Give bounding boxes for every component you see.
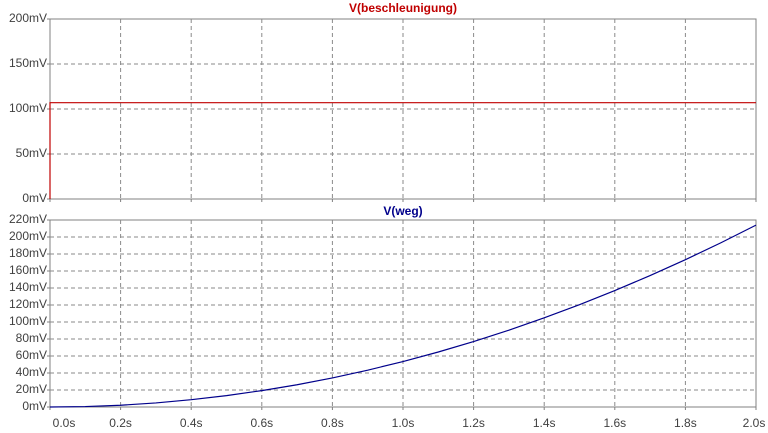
x-tick-label: 1.2s [462, 416, 485, 430]
y-tick-label: 40mV [16, 365, 47, 379]
series-line [49, 102, 756, 199]
y-tick-label: 160mV [9, 263, 47, 277]
x-tick-label: 1.6s [603, 416, 626, 430]
x-tick-label: 0.2s [109, 416, 132, 430]
y-tick-label: 0mV [22, 191, 47, 205]
y-tick-label: 20mV [16, 382, 47, 396]
y-tick-label: 150mV [9, 56, 47, 70]
y-tick-label: 140mV [9, 280, 47, 294]
y-tick-label: 200mV [9, 11, 47, 25]
y-tick-label: 200mV [9, 229, 47, 243]
x-tick-label: 1.8s [674, 416, 697, 430]
y-tick-label: 80mV [16, 331, 47, 345]
y-tick-label: 180mV [9, 246, 47, 260]
x-tick-label: 2.0s [743, 416, 766, 430]
y-tick-label: 0mV [22, 399, 47, 413]
y-tick-label: 220mV [9, 212, 47, 226]
y-tick-label: 100mV [9, 101, 47, 115]
x-tick-label: 0.6s [250, 416, 273, 430]
y-tick-label: 100mV [9, 314, 47, 328]
x-tick-label: 1.0s [392, 416, 415, 430]
x-tick-label: 0.8s [321, 416, 344, 430]
series-line [49, 224, 757, 408]
chart-title: V(beschleunigung) [349, 1, 457, 15]
x-tick-label: 0.4s [180, 416, 203, 430]
x-tick-label: 1.4s [533, 416, 556, 430]
chart-title: V(weg) [383, 204, 422, 218]
y-tick-label: 60mV [16, 348, 47, 362]
y-tick-label: 120mV [9, 297, 47, 311]
y-tick-label: 50mV [16, 146, 47, 160]
x-tick-label: 0.0s [53, 416, 76, 430]
